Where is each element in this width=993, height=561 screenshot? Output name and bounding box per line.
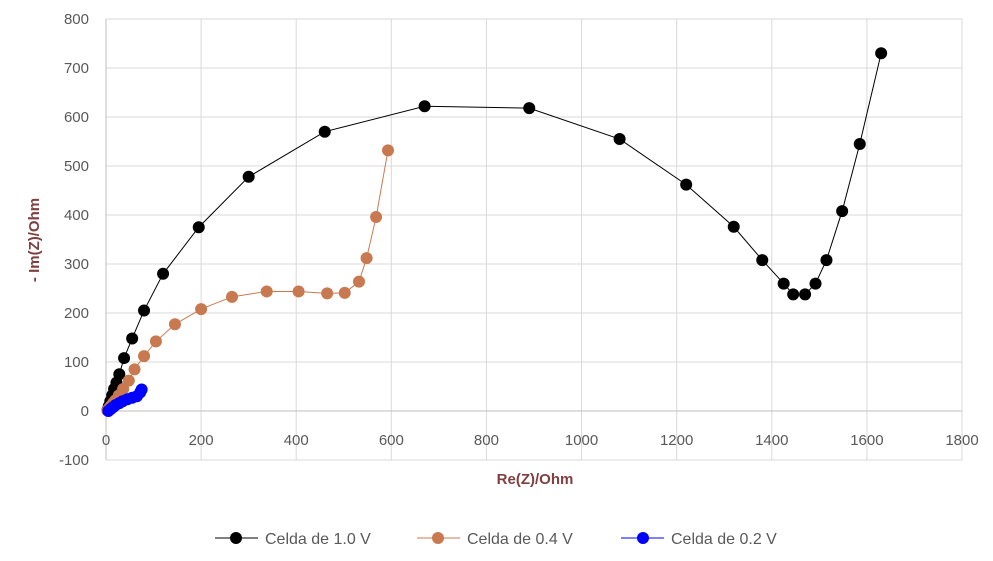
legend-marker-2 (432, 532, 444, 544)
x-tick-label-7: 1400 (755, 432, 788, 449)
series-2-point-14 (260, 285, 273, 298)
series-2-point-10 (149, 335, 162, 348)
series-1-point-21 (787, 288, 800, 301)
x-tick-labels: 0 200 400 600 800 1000 1200 1400 1600 1800 (102, 432, 979, 449)
series-1-point-10 (157, 267, 170, 280)
legend-marker-1 (230, 532, 242, 544)
series-2-point-21 (382, 144, 395, 157)
y-tick-label-4: 300 (64, 256, 89, 273)
series-1-point-7 (118, 352, 131, 365)
series-2-point-20 (370, 210, 383, 223)
series-1-point-25 (836, 205, 849, 218)
y-tick-label-1: 0 (81, 403, 89, 420)
legend-label-1: Celda de 1.0 V (265, 531, 371, 548)
x-tick-label-4: 800 (474, 432, 499, 449)
series-1-point-16 (613, 133, 626, 146)
y-axis-title: - Im(Z)/Ohm (26, 198, 43, 282)
y-tick-label-9: 800 (64, 11, 89, 28)
series-2-point-15 (292, 285, 305, 298)
series-2-point-9 (138, 350, 151, 363)
series-1-point-19 (756, 254, 769, 267)
x-tick-label-5: 1000 (565, 432, 598, 449)
series-2 (101, 144, 395, 417)
series-2-point-18 (352, 275, 365, 288)
x-tick-label-9: 1800 (945, 432, 978, 449)
series-1-point-8 (126, 332, 139, 345)
y-tick-label-8: 700 (64, 60, 89, 77)
series-1-point-13 (318, 125, 331, 138)
series-1-point-15 (523, 102, 536, 115)
series-3 (102, 383, 148, 417)
y-tick-label-7: 600 (64, 109, 89, 126)
x-tick-label-0: 0 (102, 432, 110, 449)
y-tick-label-5: 400 (64, 207, 89, 224)
series-2-point-8 (128, 363, 141, 376)
legend-item-1: Celda de 1.0 V (215, 531, 371, 548)
series-1-point-11 (192, 221, 205, 234)
legend-label-2: Celda de 0.4 V (467, 531, 573, 548)
axes (105, 19, 962, 460)
series-3-point-10 (135, 383, 148, 396)
legend: Celda de 1.0 V Celda de 0.4 V Celda de 0… (215, 531, 777, 548)
grid-lines (106, 18, 963, 461)
series-1-point-6 (113, 368, 126, 381)
series-1-point-18 (727, 220, 740, 233)
series-1-point-17 (680, 178, 693, 191)
y-tick-labels: -100 0 100 200 300 400 500 600 700 800 (59, 11, 89, 469)
series-layer (101, 47, 888, 417)
y-tick-label-3: 200 (64, 305, 89, 322)
series-1-point-22 (799, 288, 812, 301)
series-1-point-20 (777, 277, 790, 290)
y-tick-label-6: 500 (64, 158, 89, 175)
series-2-point-7 (122, 374, 135, 387)
x-tick-label-1: 200 (189, 432, 214, 449)
series-1-point-26 (853, 137, 866, 150)
series-2-point-16 (321, 287, 334, 300)
y-tick-label-0: -100 (59, 452, 89, 469)
legend-item-3: Celda de 0.2 V (621, 531, 777, 548)
y-tick-label-2: 100 (64, 354, 89, 371)
series-1 (101, 47, 888, 417)
series-1-point-14 (418, 100, 431, 113)
series-1-point-12 (242, 170, 255, 183)
series-1-point-9 (138, 304, 151, 317)
series-2-point-11 (168, 318, 181, 331)
series-2-point-12 (195, 303, 208, 316)
series-1-point-27 (875, 47, 888, 60)
x-tick-label-8: 1600 (850, 432, 883, 449)
legend-marker-3 (637, 532, 649, 544)
x-tick-label-3: 600 (379, 432, 404, 449)
series-2-point-19 (360, 252, 373, 265)
x-axis-title: Re(Z)/Ohm (497, 471, 574, 488)
series-1-line (106, 53, 882, 411)
x-tick-label-2: 400 (284, 432, 309, 449)
legend-item-2: Celda de 0.4 V (417, 531, 573, 548)
series-2-point-17 (338, 286, 351, 299)
legend-label-3: Celda de 0.2 V (671, 531, 777, 548)
series-1-point-24 (820, 254, 833, 267)
series-2-line (107, 150, 389, 411)
x-tick-label-6: 1200 (660, 432, 693, 449)
series-2-point-13 (226, 290, 239, 303)
series-1-point-23 (809, 277, 822, 290)
